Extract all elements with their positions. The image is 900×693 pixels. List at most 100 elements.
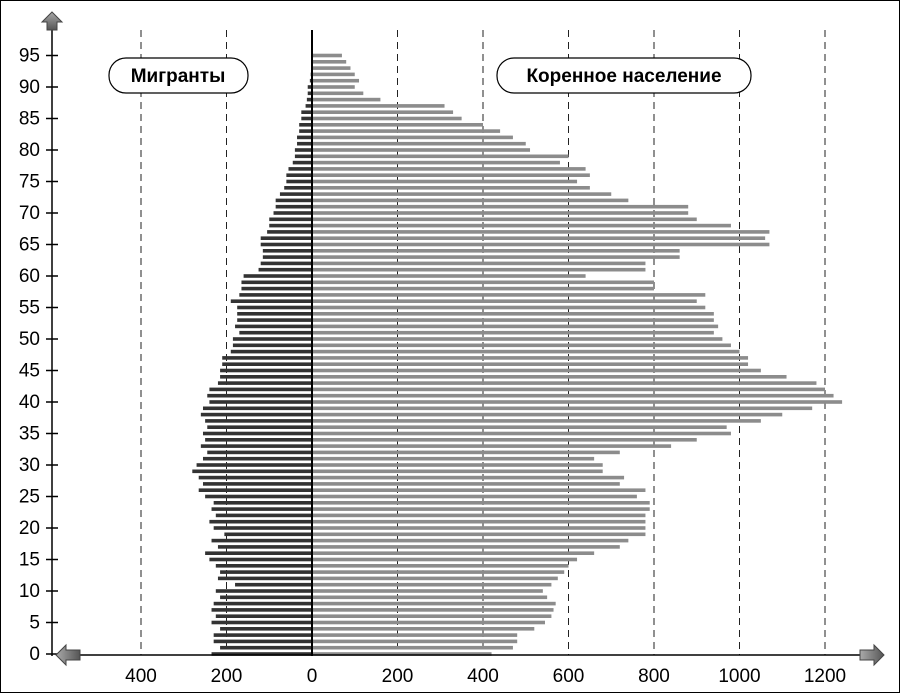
bar-native <box>312 589 543 593</box>
bar-migrants <box>220 645 312 650</box>
bar-migrants <box>230 299 312 303</box>
bar-migrants <box>301 116 312 121</box>
bar-native <box>312 576 558 581</box>
bar-native <box>312 381 817 385</box>
y-tick-label: 0 <box>29 644 40 665</box>
bar-native <box>312 141 526 146</box>
bar-migrants <box>294 148 312 152</box>
bar-migrants <box>262 255 312 259</box>
bar-migrants <box>205 438 312 442</box>
bar-native <box>312 513 646 518</box>
bar-native <box>312 450 620 455</box>
x-tick-label: 0 <box>307 666 318 687</box>
bar-migrants <box>205 551 312 555</box>
bar-migrants <box>288 167 312 171</box>
y-tick-label: 85 <box>19 109 40 130</box>
bar-native <box>312 305 706 310</box>
bar-native <box>312 261 646 266</box>
legend-migrants: Мигранты <box>108 57 249 94</box>
bar-native <box>312 267 646 272</box>
bar-migrants <box>235 582 312 587</box>
bar-native <box>312 375 787 379</box>
bar-migrants <box>198 488 312 492</box>
bar-migrants <box>217 381 312 385</box>
bar-migrants <box>213 633 312 637</box>
bar-native <box>312 431 731 436</box>
y-tick-label: 90 <box>19 77 40 98</box>
bar-migrants <box>215 513 312 518</box>
bar-native <box>312 614 552 618</box>
bar-migrants <box>307 91 312 96</box>
bar-migrants <box>297 135 312 140</box>
bar-native <box>312 223 731 228</box>
x-axis-arrow-right-icon <box>859 643 885 667</box>
bar-migrants <box>299 123 312 127</box>
y-tick-label: 50 <box>19 329 40 350</box>
bar-migrants <box>198 475 312 480</box>
y-tick-label: 10 <box>19 581 40 602</box>
native-population-bars <box>312 53 843 656</box>
bar-native <box>312 249 680 253</box>
bar-migrants <box>215 589 312 593</box>
bar-native <box>312 595 548 600</box>
x-tick-label: 800 <box>638 666 670 687</box>
bar-native <box>312 545 620 549</box>
bar-native <box>312 318 714 322</box>
x-tick-label: 200 <box>211 666 243 687</box>
bar-native <box>312 633 518 637</box>
legend-native-label: Коренное население <box>526 66 721 87</box>
y-tick-label: 95 <box>19 46 40 67</box>
bar-migrants <box>294 154 312 159</box>
bar-native <box>312 211 689 215</box>
bar-migrants <box>232 337 312 341</box>
legend-migrants-label: Мигранты <box>131 66 226 87</box>
bar-migrants <box>217 545 312 549</box>
bar-native <box>312 620 545 625</box>
y-tick-label: 15 <box>19 550 40 571</box>
bar-native <box>312 438 697 442</box>
bar-migrants <box>207 393 312 398</box>
bar-native <box>312 135 513 140</box>
bar-native <box>312 463 603 467</box>
bar-migrants <box>237 318 312 322</box>
bar-migrants <box>220 375 312 379</box>
bar-native <box>312 564 569 568</box>
bar-migrants <box>209 519 312 524</box>
bar-migrants <box>237 305 312 310</box>
bar-native <box>312 66 351 70</box>
bar-native <box>312 627 535 631</box>
x-tick-label: 400 <box>125 666 157 687</box>
bar-native <box>312 217 697 222</box>
bar-native <box>312 129 501 133</box>
bar-native <box>312 608 554 612</box>
bar-migrants <box>305 104 312 108</box>
bar-migrants <box>213 639 312 644</box>
y-axis-arrow-up-icon <box>40 11 64 31</box>
y-tick-label: 60 <box>19 266 40 287</box>
y-tick-label: 25 <box>19 487 40 508</box>
bar-migrants <box>269 223 312 228</box>
bar-native <box>312 444 672 448</box>
bar-native <box>312 123 483 127</box>
y-tick-label: 45 <box>19 361 40 382</box>
bar-migrants <box>262 249 312 253</box>
bar-native <box>312 639 518 644</box>
bar-migrants <box>260 236 312 240</box>
y-tick-label: 35 <box>19 424 40 445</box>
bar-migrants <box>224 532 312 537</box>
bar-migrants <box>213 501 312 505</box>
bar-native <box>312 526 646 530</box>
bar-migrants <box>284 186 312 190</box>
bar-native <box>312 337 723 341</box>
bar-native <box>312 85 355 89</box>
bar-migrants <box>220 368 312 373</box>
bar-native <box>312 324 719 329</box>
bar-migrants <box>209 557 312 562</box>
bar-migrants <box>217 576 312 581</box>
bar-migrants <box>258 267 312 272</box>
migrants-bars <box>192 53 312 656</box>
y-tick-label: 80 <box>19 140 40 161</box>
bar-native <box>312 368 761 373</box>
bar-native <box>312 104 445 108</box>
